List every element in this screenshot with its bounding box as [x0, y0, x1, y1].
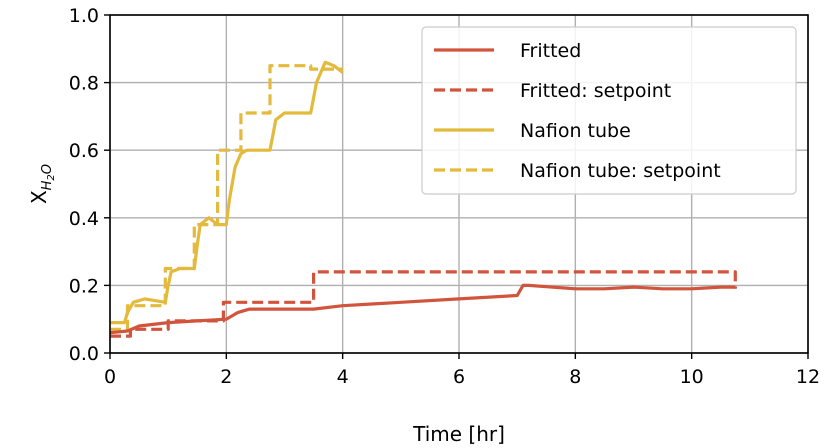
y-axis-label: XH2O	[27, 164, 57, 204]
y-axis-label-sub3: O	[40, 164, 55, 174]
legend: Fritted Fritted: setpoint Nafion tube Nafio…	[421, 26, 797, 195]
x-axis-label: Time [hr]	[412, 422, 505, 446]
x-tick-label: 0	[104, 366, 116, 388]
y-axis-label-sub2: 2	[46, 174, 57, 180]
y-tick-label: 0.8	[69, 73, 99, 95]
legend-label: Nafion tube	[520, 120, 631, 142]
legend-label: Fritted: setpoint	[520, 80, 671, 102]
x-tick-label: 12	[796, 366, 820, 388]
legend-label: Fritted	[520, 40, 581, 62]
series-nafion-tube	[110, 60, 344, 325]
x-tick-label: 8	[569, 366, 581, 388]
y-tick-label: 0.6	[69, 140, 99, 162]
x-tick-label: 4	[337, 366, 349, 388]
svg-text:XH2O: XH2O	[27, 164, 57, 204]
x-tick-label: 6	[453, 366, 465, 388]
ticks: 0 2 4 6 8 10 12 0.0 0.2 0.4 0.6 0.8 1.0	[69, 5, 820, 388]
legend-label: Nafion tube: setpoint	[520, 160, 721, 182]
x-tick-label: 2	[220, 366, 232, 388]
series-fritted-setpoint	[110, 270, 737, 338]
x-tick-label: 10	[680, 366, 704, 388]
y-axis-label-sub: H	[40, 180, 55, 190]
series-layer	[109, 60, 737, 338]
y-tick-label: 0.0	[69, 343, 99, 365]
series-fritted	[109, 283, 736, 335]
series-nafion-tube-setpoint	[110, 64, 343, 331]
y-axis-label-main: X	[27, 190, 51, 204]
legend-box	[421, 26, 797, 195]
y-tick-label: 0.4	[69, 208, 99, 230]
y-tick-label: 1.0	[69, 5, 99, 27]
y-tick-label: 0.2	[69, 275, 99, 297]
